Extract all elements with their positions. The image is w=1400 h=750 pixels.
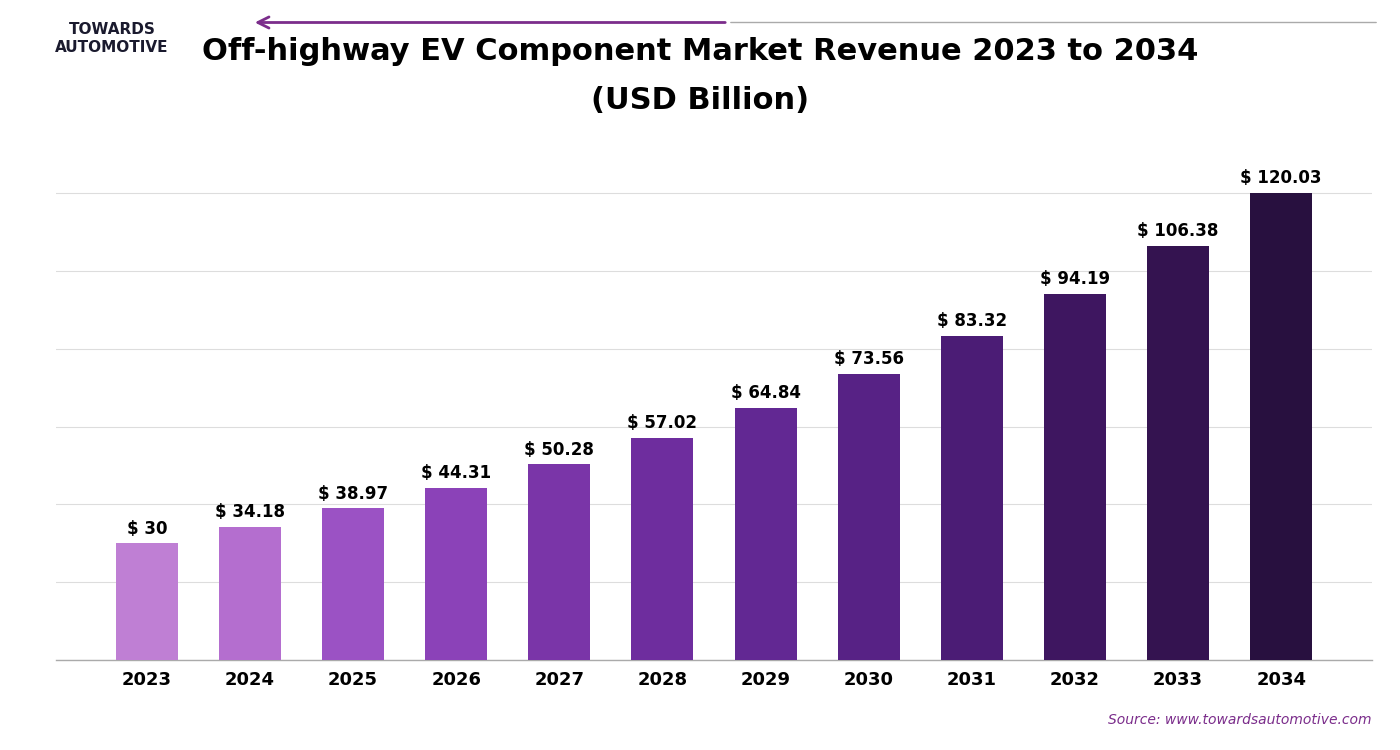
Text: $ 83.32: $ 83.32: [937, 312, 1007, 330]
Bar: [322, 509, 384, 660]
Text: $ 73.56: $ 73.56: [834, 350, 904, 368]
Text: $ 57.02: $ 57.02: [627, 415, 697, 433]
Text: $ 50.28: $ 50.28: [525, 441, 594, 459]
Text: $ 44.31: $ 44.31: [421, 464, 491, 482]
Text: $ 34.18: $ 34.18: [214, 503, 284, 521]
Text: $ 120.03: $ 120.03: [1240, 170, 1322, 188]
Bar: [426, 488, 487, 660]
Bar: [735, 408, 797, 660]
Bar: [528, 464, 591, 660]
Text: $ 38.97: $ 38.97: [318, 484, 388, 502]
Bar: [1250, 194, 1312, 660]
Bar: [837, 374, 900, 660]
Text: Off-highway EV Component Market Revenue 2023 to 2034: Off-highway EV Component Market Revenue …: [202, 38, 1198, 67]
Text: $ 94.19: $ 94.19: [1040, 270, 1110, 288]
Bar: [116, 543, 178, 660]
Text: (USD Billion): (USD Billion): [591, 86, 809, 116]
Text: Source: www.towardsautomotive.com: Source: www.towardsautomotive.com: [1109, 713, 1372, 728]
Text: $ 64.84: $ 64.84: [731, 384, 801, 402]
Bar: [218, 527, 281, 660]
Bar: [1147, 246, 1210, 660]
Text: TOWARDS
AUTOMOTIVE: TOWARDS AUTOMOTIVE: [55, 22, 169, 55]
Bar: [631, 438, 693, 660]
Bar: [1044, 294, 1106, 660]
Text: $ 106.38: $ 106.38: [1137, 223, 1219, 241]
Text: $ 30: $ 30: [126, 520, 167, 538]
Bar: [941, 336, 1002, 660]
